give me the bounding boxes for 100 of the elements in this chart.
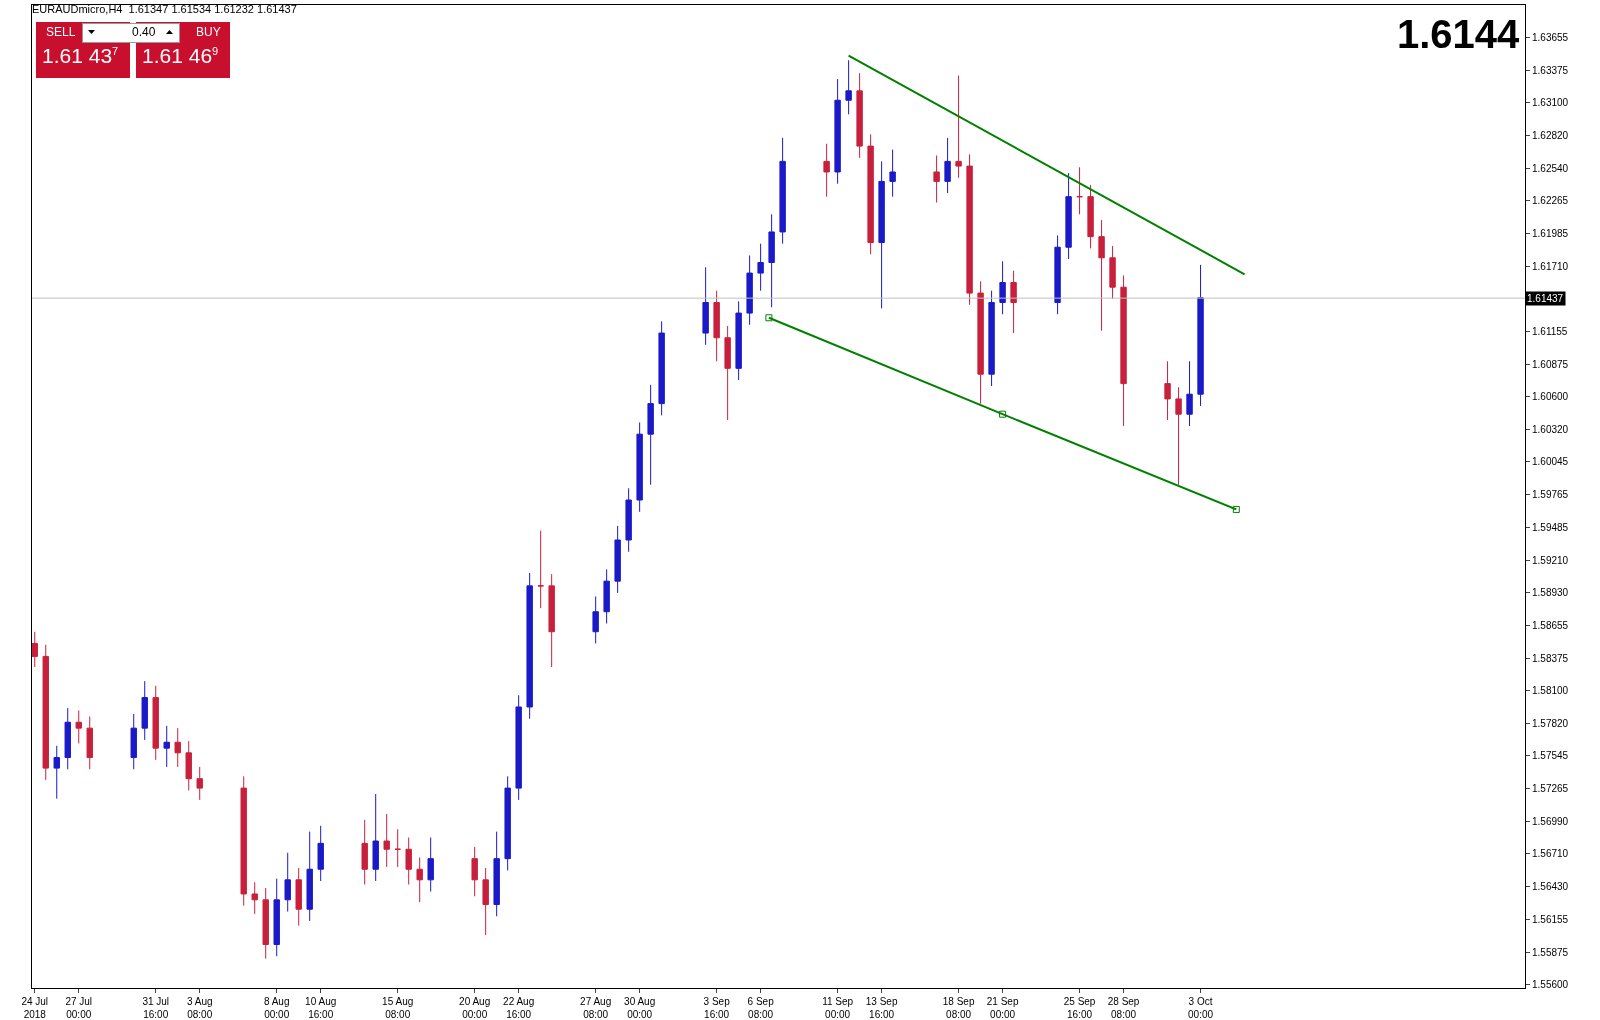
candlestick bbox=[834, 78, 841, 185]
candlestick bbox=[1098, 219, 1105, 332]
candlestick bbox=[317, 825, 324, 882]
candlestick bbox=[1197, 264, 1204, 407]
candlestick bbox=[493, 831, 500, 917]
y-tick-label: 1.60875 bbox=[1532, 358, 1569, 370]
x-tick-label: 8 Aug 00:00 bbox=[263, 996, 290, 1020]
candlestick bbox=[1164, 360, 1171, 421]
candlestick bbox=[416, 856, 423, 903]
candlestick bbox=[636, 421, 643, 513]
x-tick-label: 18 Sep 08:00 bbox=[942, 996, 975, 1020]
candlestick bbox=[240, 775, 247, 907]
x-tick-label: 22 Aug 16:00 bbox=[503, 996, 535, 1020]
y-tick-label: 1.61710 bbox=[1532, 260, 1569, 272]
candlestick bbox=[42, 644, 49, 781]
candlestick bbox=[647, 384, 654, 486]
y-tick-label: 1.59765 bbox=[1532, 489, 1569, 501]
candlestick bbox=[614, 525, 621, 594]
candlestick bbox=[141, 680, 148, 741]
candlestick bbox=[658, 320, 665, 416]
candlestick bbox=[625, 487, 632, 553]
candlestick bbox=[504, 775, 511, 871]
candlestick bbox=[933, 155, 940, 204]
candlestick bbox=[1087, 184, 1094, 249]
y-tick-label: 1.55875 bbox=[1532, 946, 1569, 958]
candlestick bbox=[856, 72, 863, 159]
candlestick bbox=[955, 75, 962, 179]
candlestick bbox=[768, 213, 775, 308]
candlestick bbox=[163, 725, 170, 768]
y-tick-label: 1.56430 bbox=[1532, 881, 1569, 893]
candlestick bbox=[284, 852, 291, 913]
candlestick bbox=[746, 254, 753, 326]
candlestick bbox=[889, 149, 896, 198]
y-tick-label: 1.62820 bbox=[1532, 130, 1569, 142]
y-tick-label: 1.62540 bbox=[1532, 162, 1569, 174]
candlestick bbox=[306, 831, 313, 922]
candlestick bbox=[273, 878, 280, 957]
candlestick bbox=[405, 836, 412, 886]
candlestick bbox=[152, 685, 159, 761]
candlestick bbox=[548, 573, 555, 668]
candlestick bbox=[999, 260, 1006, 315]
candlestick bbox=[1175, 386, 1182, 486]
y-tick-label: 1.56710 bbox=[1532, 848, 1569, 860]
candlestick bbox=[515, 694, 522, 801]
x-tick-label: 10 Aug 16:00 bbox=[305, 996, 337, 1020]
candlestick bbox=[845, 59, 852, 115]
y-tick-label: 1.63100 bbox=[1532, 97, 1569, 109]
point bbox=[765, 314, 773, 322]
x-tick-label: 20 Aug 00:00 bbox=[459, 996, 491, 1020]
candlestick bbox=[1109, 245, 1116, 300]
candlestick bbox=[64, 707, 71, 770]
candlestick bbox=[32, 631, 38, 668]
candlestick bbox=[537, 530, 544, 609]
y-tick-label: 1.61985 bbox=[1532, 228, 1569, 240]
x-tick-label: 3 Aug 08:00 bbox=[186, 996, 213, 1020]
candlestick bbox=[867, 133, 874, 255]
candlestick bbox=[878, 160, 885, 309]
annotation: 1.61 43$^{7}$ bbox=[42, 44, 119, 68]
candlestick bbox=[735, 300, 742, 381]
candlestick bbox=[295, 867, 302, 927]
candlestick bbox=[592, 595, 599, 644]
y-tick-label: 1.59210 bbox=[1532, 554, 1569, 566]
candlestick bbox=[823, 143, 830, 198]
candlestick bbox=[196, 766, 203, 801]
candlestick bbox=[86, 715, 93, 770]
y-tick-label: 1.57265 bbox=[1532, 783, 1569, 795]
candlestick bbox=[966, 153, 973, 306]
y-tick-label: 1.63655 bbox=[1532, 31, 1569, 43]
x-tick-label: 27 Aug 08:00 bbox=[580, 996, 612, 1020]
chart-title: EURAUDmicro,H4 1.61347 1.61534 1.61232 1.61437 bbox=[32, 2, 297, 15]
candlestick bbox=[372, 793, 379, 882]
candlestick bbox=[262, 887, 269, 960]
y-tick-label: 1.59485 bbox=[1532, 522, 1569, 534]
y-tick-label: 1.61155 bbox=[1532, 325, 1568, 337]
y-tick-label: 1.56155 bbox=[1532, 913, 1569, 925]
candlestick bbox=[724, 325, 731, 421]
candlestick bbox=[383, 813, 390, 868]
candlestick bbox=[361, 819, 368, 886]
ref-line-label: 1.61437 bbox=[1527, 293, 1564, 304]
candlestick bbox=[1186, 360, 1193, 427]
candlestick bbox=[713, 290, 720, 362]
x-tick-label: 24 Jul 2018 bbox=[21, 996, 49, 1020]
x-tick-label: 11 Sep 00:00 bbox=[822, 996, 854, 1020]
y-tick-label: 1.57545 bbox=[1532, 750, 1569, 762]
x-tick-label: 13 Sep 16:00 bbox=[865, 996, 898, 1020]
candlestick bbox=[944, 137, 951, 194]
annotation: 1.61 46$^{9}$ bbox=[142, 44, 219, 68]
candlestick bbox=[75, 710, 82, 744]
candlestick bbox=[1076, 166, 1083, 215]
candlestick bbox=[185, 740, 192, 791]
x-tick-label: 31 Jul 16:00 bbox=[142, 996, 170, 1020]
candlestick bbox=[394, 828, 401, 868]
point bbox=[999, 410, 1007, 418]
x-tick-label: 15 Aug 08:00 bbox=[382, 996, 414, 1020]
x-tick-label: 3 Oct 00:00 bbox=[1188, 996, 1214, 1020]
candlestick bbox=[526, 572, 533, 720]
candlestick bbox=[977, 280, 984, 405]
candlestick bbox=[779, 137, 786, 245]
candlestick bbox=[603, 568, 610, 624]
x-tick-label: 3 Sep 16:00 bbox=[703, 996, 731, 1020]
